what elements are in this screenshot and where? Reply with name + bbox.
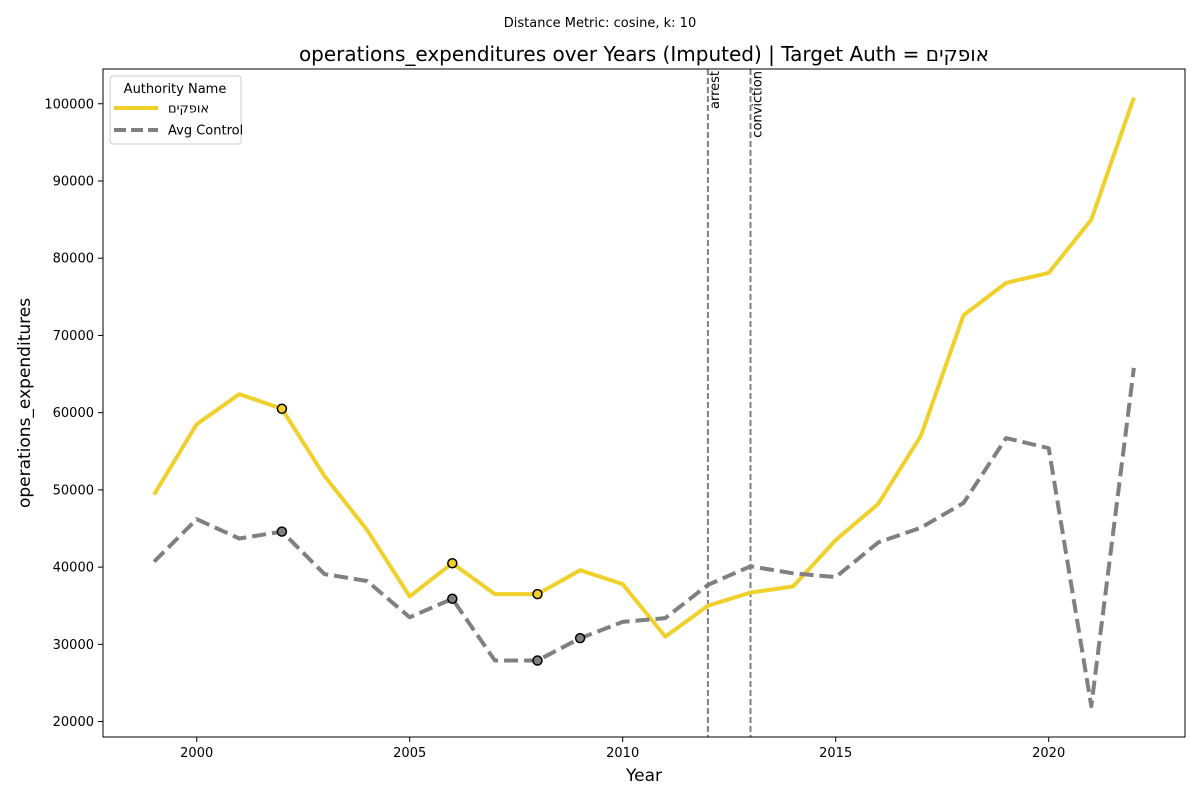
- y-tick-label: 50000: [53, 483, 94, 498]
- imputed-point: [574, 632, 586, 644]
- y-axis-label: operations_expenditures: [15, 298, 35, 508]
- imputed-point: [276, 526, 288, 537]
- y-tick-label: 80000: [53, 252, 94, 267]
- chart-title: operations_expenditures over Years (Impu…: [299, 42, 989, 66]
- series-line-1: [152, 367, 1136, 709]
- imputed-point: [447, 593, 458, 605]
- event-label-conviction: conviction: [750, 71, 765, 138]
- imputed-point: [532, 655, 543, 666]
- plot-frame: [102, 68, 1186, 738]
- x-tick-label: 2005: [393, 746, 426, 761]
- y-tick-label: 40000: [53, 561, 94, 576]
- imputed-point: [447, 557, 458, 569]
- x-axis-label: Year: [625, 766, 662, 786]
- y-tick-label: 70000: [53, 329, 94, 344]
- imputed-point: [532, 588, 543, 600]
- legend-title: Authority Name: [124, 82, 227, 97]
- x-tick-label: 2015: [819, 746, 852, 761]
- legend-label-1: Avg Control: [168, 124, 243, 139]
- y-tick-label: 90000: [53, 174, 94, 189]
- y-tick-label: 100000: [44, 97, 94, 112]
- x-tick-label: 2020: [1032, 746, 1065, 761]
- chart-suptitle: Distance Metric: cosine, k: 10: [504, 16, 696, 31]
- legend-label-0: אופקים: [168, 102, 209, 117]
- y-tick-label: 20000: [53, 715, 94, 730]
- series-line-0: [152, 96, 1136, 639]
- x-tick-label: 2000: [180, 746, 213, 761]
- legend: Authority Name אופקים Avg Control: [109, 75, 243, 145]
- x-tick-label: 2010: [606, 746, 639, 761]
- event-label-arrest: arrest: [708, 71, 723, 109]
- y-tick-label: 60000: [53, 406, 94, 421]
- y-tick-label: 30000: [53, 638, 94, 653]
- legend-box: [109, 75, 242, 145]
- imputed-point: [276, 403, 288, 415]
- plot-area: 2000 2005 2010 2015 2020 20000 30000 40000 50000…: [44, 69, 1136, 761]
